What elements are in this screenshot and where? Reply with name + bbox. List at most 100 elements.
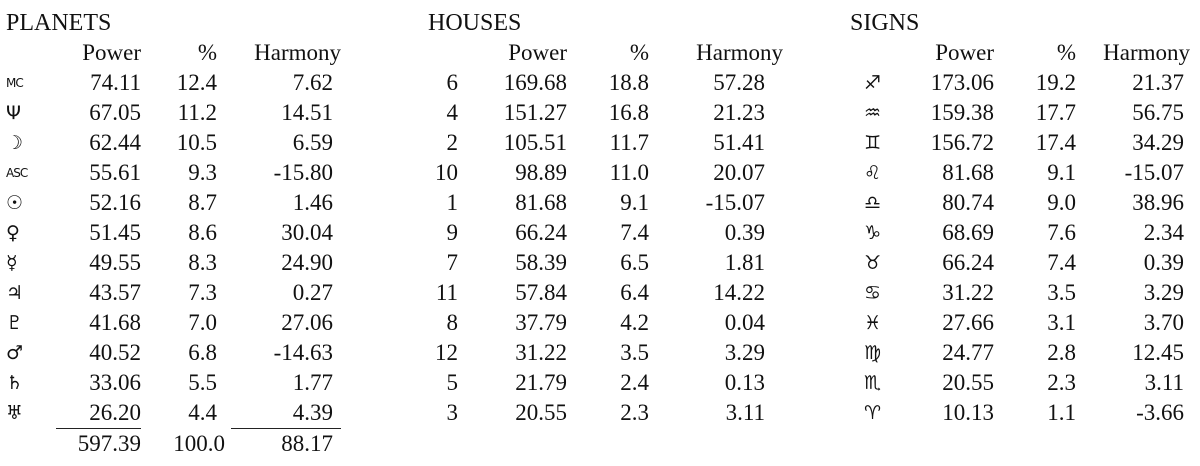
house-harmony: 57.28 (713, 70, 765, 95)
house-pct: 11.7 (609, 130, 649, 155)
planets-table: Power % Harmony MC 74.11 12.4 7.62 Ψ 67.05 11.… (6, 38, 341, 459)
planet-pct: 11.2 (177, 100, 217, 125)
houses-header-harmony: Harmony (696, 40, 783, 65)
planets-totals-row: 597.39 100.0 88.17 (6, 428, 341, 459)
planets-total-power: 597.39 (56, 428, 141, 459)
planet-symbol-icon: ☽ (6, 132, 24, 154)
sign-power: 10.13 (942, 400, 994, 425)
houses-header-row: Power % Harmony (428, 38, 783, 68)
sign-harmony: 2.34 (1143, 220, 1184, 245)
house-harmony: -15.07 (705, 190, 765, 215)
house-harmony: 0.13 (724, 370, 765, 395)
sign-harmony: 21.37 (1132, 70, 1184, 95)
house-power: 58.39 (515, 250, 567, 275)
planet-power: 33.06 (89, 370, 141, 395)
house-pct: 2.4 (620, 370, 649, 395)
planet-pct: 8.7 (188, 190, 217, 215)
planets-row: ♇ 41.68 7.0 27.06 (6, 308, 341, 338)
signs-section: SIGNS Power % Harmony ♐ 173.06 19.2 21.37 ♒ 1… (850, 8, 1190, 428)
houses-header-pct: % (629, 40, 649, 65)
houses-header-power: Power (508, 40, 567, 65)
sign-symbol-icon: ♍ (863, 342, 882, 364)
house-number: 11 (435, 280, 458, 305)
sign-power: 68.69 (942, 220, 994, 245)
house-harmony: 1.81 (724, 250, 765, 275)
sign-symbol-icon: ♓ (863, 312, 882, 334)
planet-power: 55.61 (89, 160, 141, 185)
sign-harmony: 34.29 (1132, 130, 1184, 155)
house-pct: 6.5 (620, 250, 649, 275)
signs-header-pct: % (1056, 40, 1076, 65)
planet-harmony: 14.51 (281, 100, 333, 125)
signs-title: SIGNS (850, 10, 920, 36)
house-power: 20.55 (515, 400, 567, 425)
planet-power: 62.44 (89, 130, 141, 155)
signs-header-harmony: Harmony (1103, 40, 1190, 65)
planets-header-power: Power (82, 40, 141, 65)
planets-row: ♅ 26.20 4.4 4.39 (6, 398, 341, 429)
sign-pct: 17.7 (1035, 100, 1076, 125)
house-number: 3 (446, 400, 459, 425)
planet-symbol-icon: Ψ (6, 102, 21, 124)
house-number: 1 (446, 190, 459, 215)
house-power: 151.27 (503, 100, 567, 125)
house-power: 169.68 (503, 70, 567, 95)
house-power: 21.79 (515, 370, 567, 395)
house-pct: 11.0 (609, 160, 649, 185)
sign-pct: 9.1 (1047, 160, 1076, 185)
house-pct: 9.1 (620, 190, 649, 215)
planets-row: ☿ 49.55 8.3 24.90 (6, 248, 341, 278)
houses-row: 11 57.84 6.4 14.22 (428, 278, 783, 308)
planets-row: MC 74.11 12.4 7.62 (6, 68, 341, 98)
house-number: 10 (435, 160, 458, 185)
planet-power: 40.52 (89, 340, 141, 365)
houses-row: 1 81.68 9.1 -15.07 (428, 188, 783, 218)
planet-power: 74.11 (90, 70, 141, 95)
house-pct: 3.5 (620, 340, 649, 365)
sign-pct: 3.1 (1047, 310, 1076, 335)
planet-symbol-icon: ♃ (6, 282, 24, 304)
house-power: 37.79 (515, 310, 567, 335)
houses-header-house (428, 38, 458, 68)
sign-harmony: 3.29 (1143, 280, 1184, 305)
sign-harmony: 12.45 (1132, 340, 1184, 365)
planet-pct: 7.3 (188, 280, 217, 305)
house-power: 66.24 (515, 220, 567, 245)
sign-power: 24.77 (942, 340, 994, 365)
sign-harmony: 3.70 (1143, 310, 1184, 335)
planets-row: ♂ 40.52 6.8 -14.63 (6, 338, 341, 368)
sign-symbol-icon: ♒ (863, 102, 882, 124)
planets-total-pct: 100.0 (173, 430, 225, 456)
planets-header-pct: % (197, 40, 217, 65)
planet-symbol-icon: ASC (6, 166, 28, 180)
planet-harmony: 24.90 (281, 250, 333, 275)
planet-harmony: 27.06 (281, 310, 333, 335)
planets-row: ♃ 43.57 7.3 0.27 (6, 278, 341, 308)
planet-symbol-icon: ♅ (6, 402, 24, 425)
houses-row: 7 58.39 6.5 1.81 (428, 248, 783, 278)
house-pct: 7.4 (620, 220, 649, 245)
planet-power: 67.05 (89, 100, 141, 125)
planet-power: 52.16 (89, 190, 141, 215)
signs-row: ♐ 173.06 19.2 21.37 (850, 68, 1190, 98)
house-harmony: 21.23 (713, 100, 765, 125)
house-number: 9 (446, 220, 459, 245)
house-harmony: 3.11 (725, 400, 765, 425)
house-harmony: 0.04 (724, 310, 765, 335)
signs-row: ♈ 10.13 1.1 -3.66 (850, 398, 1190, 428)
sign-power: 159.38 (930, 100, 994, 125)
planet-symbol-icon: ♂ (6, 342, 24, 364)
signs-row: ♉ 66.24 7.4 0.39 (850, 248, 1190, 278)
planet-harmony: 1.77 (292, 370, 333, 395)
sign-power: 31.22 (942, 280, 994, 305)
signs-row: ♋ 31.22 3.5 3.29 (850, 278, 1190, 308)
sign-symbol-icon: ♐ (863, 72, 882, 94)
house-pct: 18.8 (608, 70, 649, 95)
sign-harmony: 38.96 (1132, 190, 1184, 215)
signs-row: ♎ 80.74 9.0 38.96 (850, 188, 1190, 218)
sign-power: 27.66 (942, 310, 994, 335)
planet-pct: 6.8 (188, 340, 217, 365)
house-harmony: 20.07 (713, 160, 765, 185)
planet-harmony: 7.62 (292, 70, 333, 95)
planet-power: 26.20 (56, 398, 141, 429)
